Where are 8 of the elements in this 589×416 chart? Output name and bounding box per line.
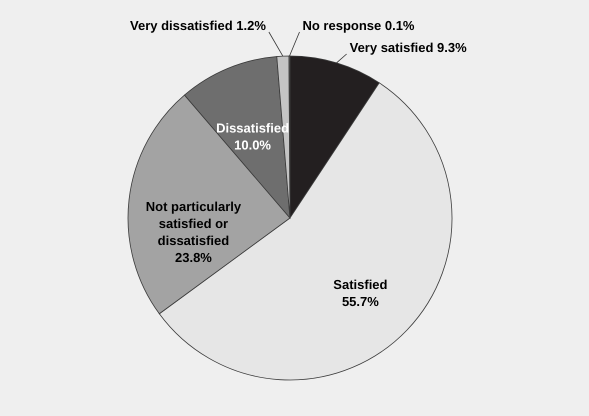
data-label: 23.8% — [175, 250, 212, 265]
slice-label: No response 0.1% — [302, 18, 415, 33]
slice-label: Not particularly satisfied or dissatisfied — [146, 198, 242, 248]
data-label: 55.7% — [342, 294, 380, 310]
slice-label: Very dissatisfied 1.2% — [130, 18, 266, 33]
slice-label: Very satisfied 9.3% — [350, 40, 468, 55]
slice-label: Satisfied — [333, 277, 388, 292]
data-label: 10.0% — [234, 137, 272, 152]
